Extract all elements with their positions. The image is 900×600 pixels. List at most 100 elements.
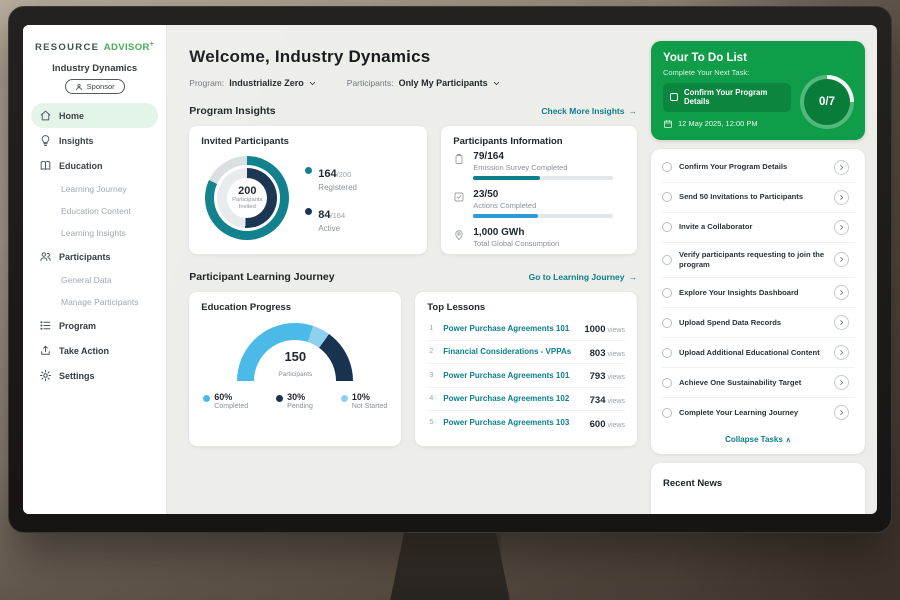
take-action-icon: [39, 344, 52, 357]
program-filter-dropdown[interactable]: Program: Industrialize Zero: [189, 78, 316, 88]
task-checkbox[interactable]: [662, 377, 672, 388]
org-name: Industry Dynamics: [52, 63, 138, 74]
participants-information-card: Participants Information 79/164 Emission…: [441, 126, 637, 254]
task-item[interactable]: Send 50 Invitations to Participants: [661, 183, 855, 213]
chevron-right-icon[interactable]: [834, 285, 849, 301]
sidebar-item-home[interactable]: Home: [31, 103, 159, 128]
task-checkbox[interactable]: [662, 347, 672, 358]
location-pin-icon: [453, 229, 465, 241]
task-checkbox[interactable]: [662, 407, 672, 418]
task-item[interactable]: Upload Additional Educational Content: [661, 338, 855, 369]
sidebar-item-settings[interactable]: Settings: [31, 363, 158, 388]
collapse-tasks-link[interactable]: Collapse Tasks ∧: [725, 435, 791, 445]
gauge-legend: 60% Completed 30% Pending: [201, 383, 389, 410]
sidebar-item-education-content[interactable]: Education Content: [61, 206, 131, 216]
lesson-link[interactable]: Power Purchase Agreements 101: [443, 370, 570, 380]
sidebar-item-program[interactable]: Program: [31, 313, 158, 338]
legend-pending: 30% Pending: [276, 392, 313, 410]
sidebar-item-general-data[interactable]: General Data: [61, 275, 112, 285]
task-checkbox[interactable]: [662, 254, 672, 265]
chevron-right-icon[interactable]: [834, 159, 849, 175]
task-checkbox[interactable]: [662, 162, 672, 173]
stat-emission-survey: 79/164 Emission Survey Completed: [453, 147, 625, 185]
gauge-center-label: Participants: [278, 371, 313, 378]
task-checkbox[interactable]: [662, 287, 672, 298]
task-checkbox[interactable]: [662, 317, 672, 328]
progress-bar: [473, 214, 614, 218]
todo-progress-ring: 0/7: [800, 75, 854, 129]
checkbox[interactable]: [670, 93, 678, 102]
sidebar-item-label: Education: [59, 160, 103, 171]
due-date-row: 12 May 2025, 12:00 PM: [663, 119, 853, 129]
chevron-down-icon: [492, 79, 501, 88]
sidebar-item-learning-journey[interactable]: Learning Journey: [61, 184, 127, 194]
chevron-right-icon[interactable]: [834, 315, 849, 331]
sidebar-item-manage-participants[interactable]: Manage Participants: [61, 297, 139, 307]
sidebar-item-label: Participants: [59, 251, 111, 262]
legend-dot: [340, 395, 348, 402]
logo-resource: RESOURCE: [35, 42, 100, 53]
sidebar-item-participants[interactable]: Participants: [31, 244, 158, 269]
task-item[interactable]: Confirm Your Program Details: [661, 153, 855, 183]
recent-news-card: Recent News: [651, 463, 865, 514]
go-to-learning-journey-link[interactable]: Go to Learning Journey →: [528, 272, 638, 282]
chevron-right-icon[interactable]: [834, 375, 849, 391]
task-item[interactable]: Invite a Collaborator: [661, 213, 855, 243]
program-filter-value: Industrialize Zero: [229, 78, 304, 88]
todo-subtitle: Complete Your Next Task:: [663, 68, 750, 77]
chevron-right-icon[interactable]: [834, 252, 849, 268]
lightbulb-icon: [39, 134, 52, 147]
chevron-right-icon[interactable]: [834, 189, 849, 205]
sidebar: RESOURCE ADVISOR+ Industry Dynamics Spon…: [23, 25, 168, 514]
sidebar-item-insights[interactable]: Insights: [31, 128, 158, 153]
check-square-icon: [453, 191, 465, 203]
lesson-row: 4 Power Purchase Agreements 102 734 views: [427, 388, 625, 411]
task-item[interactable]: Complete Your Learning Journey: [661, 398, 855, 427]
stat-global-consumption: 1,000 GWh Total Global Consumption: [453, 223, 625, 253]
lesson-link[interactable]: Power Purchase Agreements 101: [443, 323, 570, 333]
participants-filter-dropdown[interactable]: Participants: Only My Participants: [347, 78, 501, 88]
sponsor-badge[interactable]: Sponsor: [64, 79, 125, 94]
task-item[interactable]: Verify participants requesting to join t…: [661, 243, 855, 279]
task-item[interactable]: Explore Your Insights Dashboard: [661, 278, 855, 309]
program-filter-label: Program:: [189, 78, 225, 88]
app-logo: RESOURCE ADVISOR+: [31, 35, 158, 61]
todo-progress-value: 0/7: [819, 96, 835, 108]
sidebar-item-label: Settings: [59, 370, 95, 381]
card-title: Education Progress: [201, 302, 292, 313]
task-checkbox[interactable]: [662, 222, 672, 233]
arrow-right-icon: →: [628, 106, 638, 116]
task-checkbox[interactable]: [662, 192, 672, 203]
legend-dot: [305, 166, 313, 174]
lesson-link[interactable]: Financial Considerations - VPPAs: [443, 347, 572, 357]
stat-actions-completed: 23/50 Actions Completed: [453, 185, 625, 223]
logo-advisor: ADVISOR+: [103, 40, 155, 53]
lesson-link[interactable]: Power Purchase Agreements 103: [443, 418, 570, 428]
monitor-frame: RESOURCE ADVISOR+ Industry Dynamics Spon…: [8, 6, 892, 533]
next-task-row[interactable]: Confirm Your Program Details: [663, 83, 791, 112]
lesson-link[interactable]: Power Purchase Agreements 102: [443, 394, 570, 404]
arrow-right-icon: →: [628, 272, 638, 282]
card-title: Invited Participants: [201, 136, 289, 147]
program-insights-title: Program Insights: [189, 105, 276, 117]
main-content: Welcome, Industry Dynamics Program: Indu…: [167, 25, 651, 514]
task-item[interactable]: Achieve One Sustainability Target: [661, 368, 855, 399]
home-icon: [39, 109, 52, 122]
check-more-insights-link[interactable]: Check More Insights →: [541, 106, 637, 116]
legend-dot: [305, 207, 313, 215]
todo-panel: Your To Do List Complete Your Next Task:…: [651, 25, 877, 514]
chevron-right-icon[interactable]: [834, 219, 849, 235]
chevron-down-icon: [308, 79, 317, 88]
top-lessons-card: Top Lessons 1 Power Purchase Agreements …: [415, 292, 637, 446]
sidebar-item-take-action[interactable]: Take Action: [31, 338, 158, 363]
todo-summary-card: Your To Do List Complete Your Next Task:…: [651, 41, 865, 140]
recent-news-title: Recent News: [663, 478, 723, 490]
sidebar-item-learning-insights[interactable]: Learning Insights: [61, 228, 126, 238]
chevron-right-icon[interactable]: [834, 345, 849, 361]
progress-bar: [473, 176, 614, 180]
sidebar-item-education[interactable]: Education: [31, 153, 158, 178]
chevron-right-icon[interactable]: [834, 405, 849, 421]
task-item[interactable]: Upload Spend Data Records: [661, 308, 855, 339]
donut-center-value: 200: [238, 184, 257, 197]
